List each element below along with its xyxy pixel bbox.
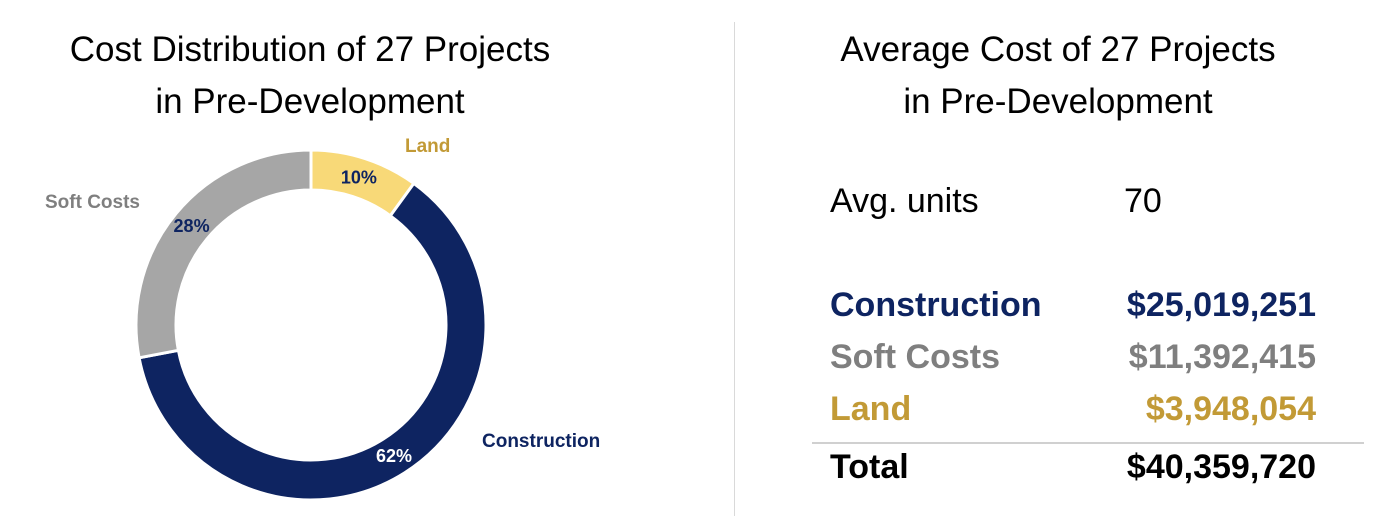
category-label-soft-costs: Soft Costs — [45, 192, 140, 213]
data-label-construction: 62% — [376, 446, 412, 466]
soft-costs-value: $11,392,415 — [1128, 338, 1316, 376]
donut-chart: 10% Land 62% Construction 28% Soft Costs — [45, 136, 600, 502]
cost-distribution-panel: Cost Distribution of 27 Projects in Pre-… — [0, 24, 620, 502]
land-row: Land $3,948,054 — [738, 390, 1358, 442]
total-row: Total $40,359,720 — [738, 448, 1358, 500]
chart-title-line-1: Cost Distribution of 27 Projects — [69, 30, 551, 69]
panel-divider — [734, 22, 735, 516]
soft-costs-label: Soft Costs — [830, 338, 1000, 376]
category-label-land: Land — [405, 136, 450, 157]
soft-costs-row: Soft Costs $11,392,415 — [738, 338, 1358, 390]
avg-units-label: Avg. units — [830, 182, 979, 220]
total-divider — [812, 442, 1364, 444]
data-label-soft-costs: 28% — [174, 216, 210, 236]
chart-title: Cost Distribution of 27 Projects in Pre-… — [0, 24, 620, 128]
construction-label: Construction — [830, 286, 1042, 324]
donut-slice-construction — [137, 181, 488, 502]
total-value: $40,359,720 — [1126, 448, 1316, 486]
donut-slice-soft-costs — [134, 148, 313, 360]
avg-units-value: 70 — [1124, 182, 1162, 220]
category-label-construction: Construction — [482, 431, 600, 452]
table-title: Average Cost of 27 Projects in Pre-Devel… — [738, 24, 1378, 128]
table-title-line-1: Average Cost of 27 Projects — [840, 30, 1276, 69]
land-value: $3,948,054 — [1145, 390, 1316, 428]
total-label: Total — [830, 448, 909, 486]
construction-value: $25,019,251 — [1126, 286, 1316, 324]
chart-title-line-2: in Pre-Development — [155, 82, 465, 121]
table-title-line-2: in Pre-Development — [903, 82, 1213, 121]
avg-units-row: Avg. units 70 — [738, 182, 1358, 234]
average-cost-panel: Average Cost of 27 Projects in Pre-Devel… — [738, 0, 1396, 516]
construction-row: Construction $25,019,251 — [738, 286, 1358, 338]
data-label-land: 10% — [341, 168, 377, 188]
land-label: Land — [830, 390, 912, 428]
